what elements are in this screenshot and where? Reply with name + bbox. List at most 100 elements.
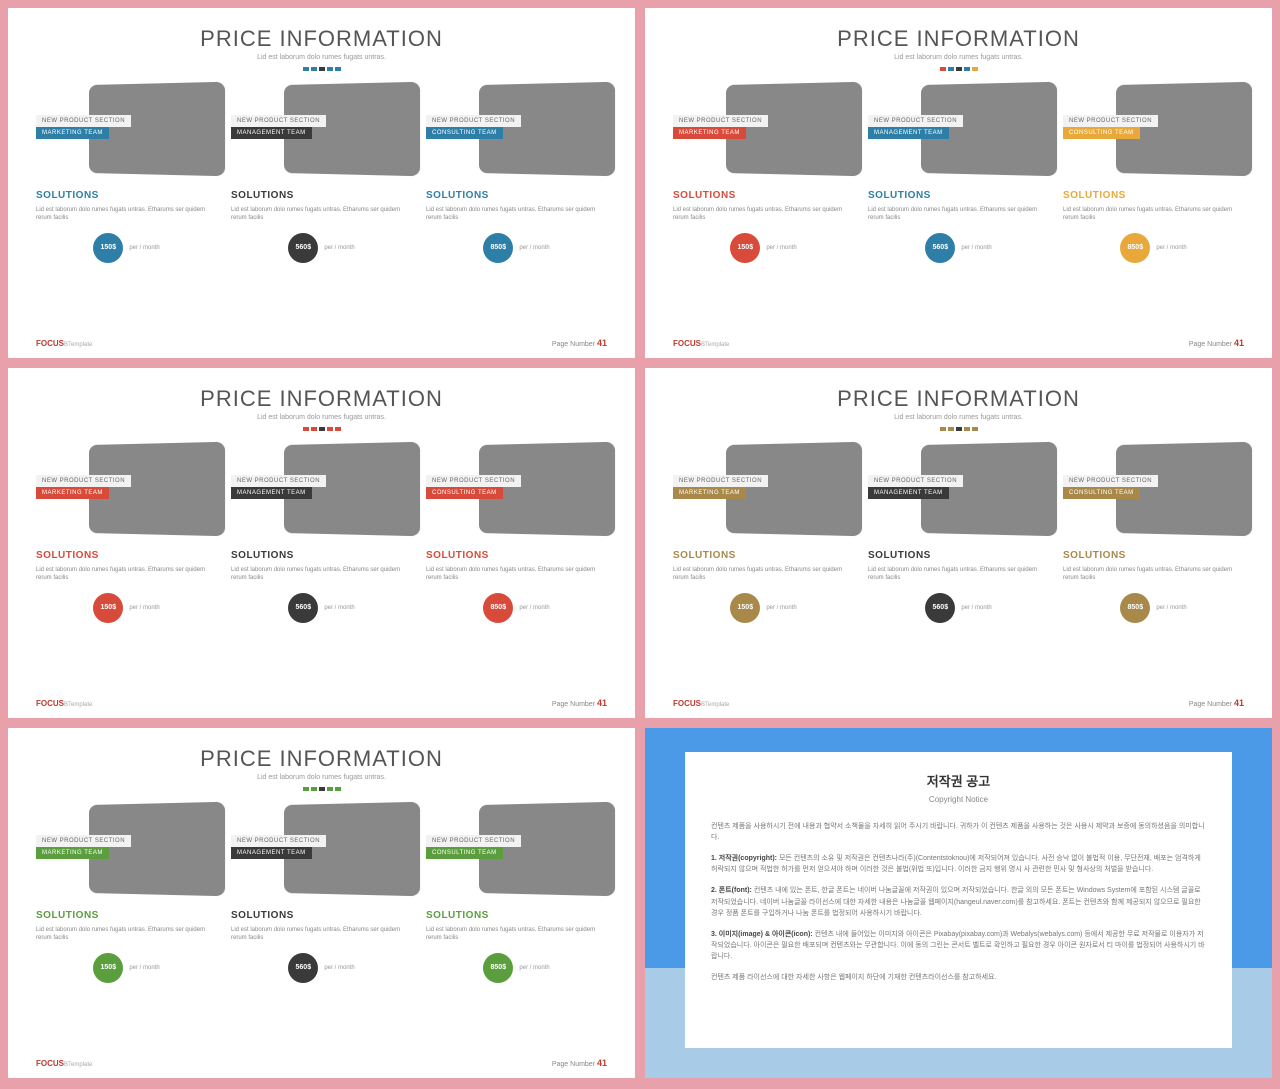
- slide-title: PRICE INFORMATION: [36, 26, 607, 52]
- price-col: NEW PRODUCT SECTIONMARKETING TEAMSOLUTIO…: [36, 805, 217, 983]
- brand: FOCUSBTemplate: [36, 339, 92, 348]
- tag-team: CONSULTING TEAM: [1063, 487, 1140, 499]
- page-number: Page Number 41: [552, 1058, 607, 1068]
- solutions-desc: Lid est laborum dolo rumes fugats untras…: [673, 206, 854, 223]
- solutions-label: SOLUTIONS: [426, 190, 607, 201]
- solutions-desc: Lid est laborum dolo rumes fugats untras…: [36, 926, 217, 943]
- per-month: per / month: [324, 965, 354, 971]
- tag-section: NEW PRODUCT SECTION: [1063, 475, 1158, 487]
- price-row: 850$ per / month: [426, 233, 607, 263]
- price-row: 850$ per / month: [426, 593, 607, 623]
- per-month: per / month: [519, 605, 549, 611]
- price-circle: 850$: [483, 953, 513, 983]
- price-col: NEW PRODUCT SECTIONMANAGEMENT TEAMSOLUTI…: [868, 85, 1049, 263]
- price-col: NEW PRODUCT SECTIONMARKETING TEAMSOLUTIO…: [36, 445, 217, 623]
- solutions-label: SOLUTIONS: [1063, 550, 1244, 561]
- copyright-slide: 저작권 공고 Copyright Notice 컨텐츠 제품을 사용하시기 전에…: [645, 728, 1272, 1078]
- image-wrap: NEW PRODUCT SECTIONCONSULTING TEAM: [1063, 85, 1244, 180]
- slide-1: PRICE INFORMATIONLid est laborum dolo ru…: [645, 8, 1272, 358]
- tag-section: NEW PRODUCT SECTION: [231, 835, 326, 847]
- price-row: 150$per / month: [36, 593, 217, 623]
- per-month: per / month: [324, 245, 354, 251]
- solutions-desc: Lid est laborum dolo rumes fugats untras…: [426, 926, 607, 943]
- price-circle: 560$: [925, 593, 955, 623]
- tag-section: NEW PRODUCT SECTION: [36, 835, 131, 847]
- solutions-desc: Lid est laborum dolo rumes fugats untras…: [868, 566, 1049, 583]
- image-wrap: NEW PRODUCT SECTIONMARKETING TEAM: [36, 85, 217, 180]
- per-month: per / month: [766, 245, 796, 251]
- solutions-desc: Lid est laborum dolo rumes fugats untras…: [868, 206, 1049, 223]
- image-wrap: NEW PRODUCT SECTIONMARKETING TEAM: [36, 445, 217, 540]
- price-circle: 150$: [93, 593, 123, 623]
- price-circle: 150$: [93, 233, 123, 263]
- price-row: 560$ per / month: [231, 953, 412, 983]
- image-wrap: NEW PRODUCT SECTIONCONSULTING TEAM: [426, 85, 607, 180]
- copyright-p4: 컨텐츠 제품 라이선스에 대한 자세한 사항은 웹페이지 하단에 기재한 컨텐츠…: [711, 972, 1206, 983]
- solutions-label: SOLUTIONS: [868, 550, 1049, 561]
- brand: FOCUSBTemplate: [36, 699, 92, 708]
- solutions-label: SOLUTIONS: [231, 190, 412, 201]
- tag-team: MANAGEMENT TEAM: [231, 847, 312, 859]
- tag-section: NEW PRODUCT SECTION: [36, 475, 131, 487]
- price-circle: 850$: [483, 233, 513, 263]
- image-wrap: NEW PRODUCT SECTIONMARKETING TEAM: [36, 805, 217, 900]
- image-wrap: NEW PRODUCT SECTIONMANAGEMENT TEAM: [231, 445, 412, 540]
- slide-footer: FOCUSBTemplatePage Number 41: [673, 698, 1244, 708]
- price-columns: NEW PRODUCT SECTIONMARKETING TEAMSOLUTIO…: [36, 805, 607, 983]
- tag-team: MARKETING TEAM: [673, 487, 746, 499]
- price-circle: 850$: [1120, 233, 1150, 263]
- tag-team: CONSULTING TEAM: [426, 127, 503, 139]
- tag-stack: NEW PRODUCT SECTIONMARKETING TEAM: [673, 475, 768, 499]
- tag-stack: NEW PRODUCT SECTIONMANAGEMENT TEAM: [231, 115, 326, 139]
- tag-team: CONSULTING TEAM: [1063, 127, 1140, 139]
- slide-title: PRICE INFORMATION: [36, 746, 607, 772]
- price-circle: 560$: [925, 233, 955, 263]
- price-col: NEW PRODUCT SECTIONMANAGEMENT TEAM SOLUTI…: [231, 85, 412, 263]
- price-row: 560$per / month: [231, 593, 412, 623]
- tag-team: CONSULTING TEAM: [426, 487, 503, 499]
- tag-team: MARKETING TEAM: [36, 847, 109, 859]
- solutions-label: SOLUTIONS: [426, 550, 607, 561]
- price-row: 560$per / month: [868, 593, 1049, 623]
- slide-footer: FOCUSBTemplatePage Number 41: [36, 1058, 607, 1068]
- solutions-desc: Lid est laborum dolo rumes fugats untras…: [36, 566, 217, 583]
- price-row: 560$per / month: [231, 233, 412, 263]
- slide-subtitle: Lid est laborum dolo rumes fugats untras…: [673, 54, 1244, 61]
- slide-title: PRICE INFORMATION: [36, 386, 607, 412]
- price-columns: NEW PRODUCT SECTIONMARKETING TEAMSOLUTIO…: [673, 445, 1244, 623]
- price-columns: NEW PRODUCT SECTIONMARKETING TEAMSOLUTIO…: [673, 85, 1244, 263]
- page-number: Page Number 41: [552, 698, 607, 708]
- price-columns: NEW PRODUCT SECTIONMARKETING TEAM SOLUTIO…: [36, 445, 607, 623]
- price-col: NEW PRODUCT SECTIONMARKETING TEAMSOLUTIO…: [673, 445, 854, 623]
- brand: FOCUSBTemplate: [673, 339, 729, 348]
- price-col: NEW PRODUCT SECTIONCONSULTING TEAMSOLUTI…: [426, 445, 607, 623]
- solutions-desc: Lid est laborum dolo rumes fugats untras…: [36, 206, 217, 223]
- copyright-p3: 3. 이미지(image) & 아이콘(icon): 컨텐츠 내에 들어있는 이…: [711, 929, 1206, 963]
- tag-section: NEW PRODUCT SECTION: [673, 475, 768, 487]
- solutions-desc: Lid est laborum dolo rumes fugats untras…: [231, 566, 412, 583]
- price-col: NEW PRODUCT SECTIONCONSULTING TEAM SOLUTI…: [426, 85, 607, 263]
- image-wrap: NEW PRODUCT SECTIONCONSULTING TEAM: [1063, 445, 1244, 540]
- per-month: per / month: [961, 245, 991, 251]
- price-col: NEW PRODUCT SECTIONCONSULTING TEAMSOLUTI…: [1063, 85, 1244, 263]
- per-month: per / month: [519, 245, 549, 251]
- price-row: 150$per / month: [673, 233, 854, 263]
- copyright-title: 저작권 공고: [711, 772, 1206, 793]
- price-circle: 150$: [730, 593, 760, 623]
- solutions-desc: Lid est laborum dolo rumes fugats untras…: [673, 566, 854, 583]
- tag-stack: NEW PRODUCT SECTIONMANAGEMENT TEAM: [231, 835, 326, 859]
- solutions-label: SOLUTIONS: [426, 910, 607, 921]
- copyright-p2: 2. 폰트(font): 컨텐츠 내에 있는 폰트, 한글 폰트는 네이버 나눔…: [711, 885, 1206, 919]
- tag-stack: NEW PRODUCT SECTIONMARKETING TEAM: [36, 835, 131, 859]
- solutions-desc: Lid est laborum dolo rumes fugats untras…: [231, 206, 412, 223]
- image-wrap: NEW PRODUCT SECTIONMANAGEMENT TEAM: [231, 805, 412, 900]
- page-number: Page Number 41: [552, 338, 607, 348]
- tag-stack: NEW PRODUCT SECTIONMARKETING TEAM: [36, 115, 131, 139]
- price-circle: 850$: [1120, 593, 1150, 623]
- price-circle: 560$: [288, 953, 318, 983]
- tag-stack: NEW PRODUCT SECTIONCONSULTING TEAM: [426, 115, 521, 139]
- price-circle: 850$: [483, 593, 513, 623]
- tag-team: MANAGEMENT TEAM: [231, 127, 312, 139]
- slide-footer: FOCUSBTemplate Page Number 41: [36, 698, 607, 708]
- solutions-desc: Lid est laborum dolo rumes fugats untras…: [426, 206, 607, 223]
